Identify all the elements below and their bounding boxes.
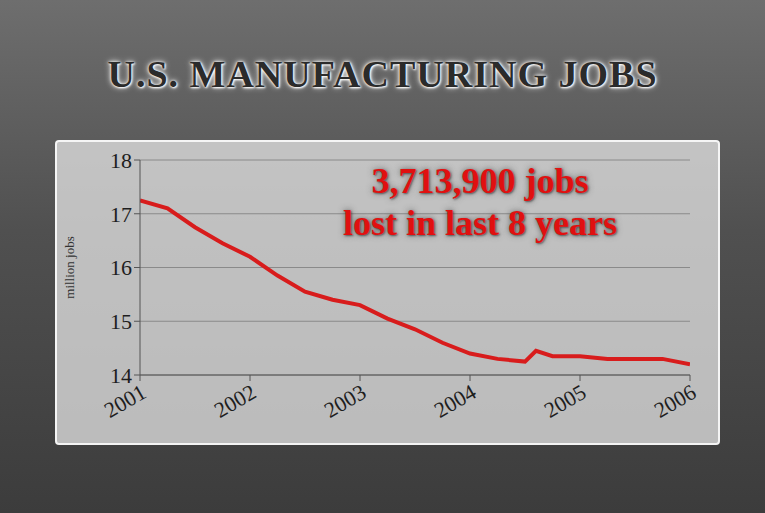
svg-text:2005: 2005: [540, 379, 591, 423]
svg-text:2006: 2006: [650, 379, 701, 423]
svg-text:17: 17: [110, 202, 132, 227]
svg-text:16: 16: [110, 255, 132, 280]
svg-text:2001: 2001: [99, 379, 151, 423]
svg-text:2002: 2002: [210, 379, 261, 423]
svg-text:15: 15: [110, 309, 132, 334]
svg-text:2003: 2003: [320, 379, 371, 423]
html-text:lost in last 8 years: lost in last 8 years: [343, 203, 617, 243]
html-text:3,713,900 jobs: 3,713,900 jobs: [371, 161, 589, 201]
svg-text:million jobs: million jobs: [62, 236, 77, 298]
svg-text:18: 18: [110, 148, 132, 173]
svg-text:2004: 2004: [430, 379, 481, 423]
html-text:U.S. MANUFACTURING JOBS: U.S. MANUFACTURING JOBS: [107, 53, 658, 95]
svg-text:14: 14: [110, 363, 132, 388]
